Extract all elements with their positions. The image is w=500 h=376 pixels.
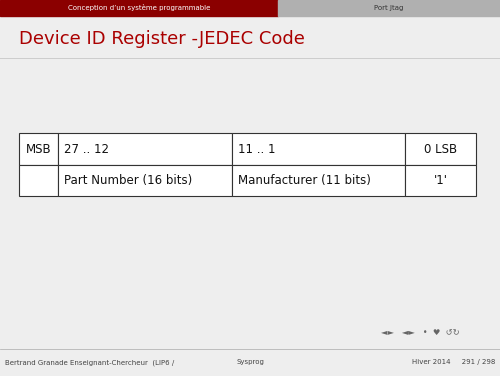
Text: Sysprog: Sysprog — [236, 359, 264, 365]
Text: Manufacturer (11 bits): Manufacturer (11 bits) — [238, 174, 370, 187]
Text: ◄►   ◄►   •  ♥  ↺↻: ◄► ◄► • ♥ ↺↻ — [380, 328, 460, 337]
Text: Conception d’un système programmable: Conception d’un système programmable — [68, 5, 210, 11]
Text: Part Number (16 bits): Part Number (16 bits) — [64, 174, 192, 187]
Text: 27 .. 12: 27 .. 12 — [64, 143, 110, 156]
Text: Device ID Register -JEDEC Code: Device ID Register -JEDEC Code — [19, 30, 305, 49]
Text: Bertrand Granade Enseignant-Chercheur  (LIP6 /: Bertrand Granade Enseignant-Chercheur (L… — [5, 359, 174, 366]
Text: '1': '1' — [434, 174, 448, 187]
Text: 11 .. 1: 11 .. 1 — [238, 143, 275, 156]
Text: Hiver 2014     291 / 298: Hiver 2014 291 / 298 — [412, 359, 495, 365]
Text: Port Jtag: Port Jtag — [374, 5, 404, 11]
Text: MSB: MSB — [26, 143, 52, 156]
Text: 0 LSB: 0 LSB — [424, 143, 457, 156]
